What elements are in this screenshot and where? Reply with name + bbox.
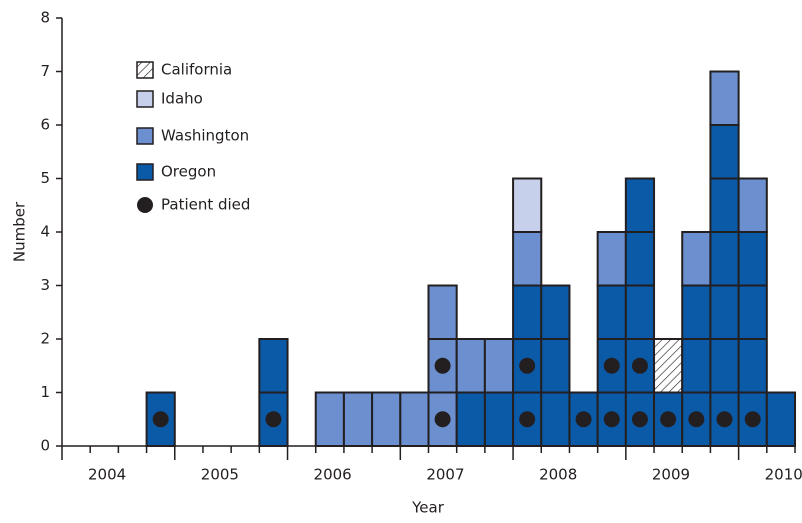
legend-swatch (136, 61, 154, 79)
death-dot (265, 411, 282, 428)
bar-segment (483, 338, 515, 394)
legend-dot (137, 197, 153, 213)
death-dot (716, 411, 733, 428)
y-axis-label: Number (11, 201, 29, 262)
y-tick-label: 6 (40, 116, 50, 134)
x-tick-label: 2009 (652, 466, 690, 484)
death-dot (603, 357, 620, 374)
legend-label: Washington (161, 127, 249, 145)
x-tick-label: 2007 (426, 466, 464, 484)
y-tick-label: 8 (40, 9, 50, 27)
legend-swatch (136, 127, 154, 145)
death-dot (434, 357, 451, 374)
bar-segment (596, 231, 627, 287)
bar-segment (483, 391, 515, 447)
bar-segment (512, 177, 543, 233)
bar-segment (540, 284, 571, 447)
y-tick-label: 5 (40, 169, 50, 187)
bar-segment (512, 231, 543, 287)
death-dot (603, 411, 620, 428)
x-tick-label: 2004 (88, 466, 126, 484)
death-dot (744, 411, 761, 428)
bar-segment (314, 391, 345, 447)
legend-swatch (136, 163, 154, 181)
death-dot (631, 411, 648, 428)
bar-segment (455, 391, 486, 447)
bar-segment (765, 391, 796, 447)
death-dot (575, 411, 592, 428)
bar-segment (624, 177, 656, 447)
legend-swatch (136, 90, 154, 108)
x-tick-label: 2008 (539, 466, 577, 484)
y-tick-label: 0 (40, 437, 50, 455)
legend-label: Patient died (161, 196, 250, 214)
death-dot (152, 411, 169, 428)
x-tick-label: 2010 (765, 466, 802, 484)
x-tick-label: 2006 (314, 466, 352, 484)
death-dot (631, 357, 648, 374)
bar-segment (681, 231, 712, 287)
death-dot (660, 411, 677, 428)
x-axis-label: Year (411, 499, 445, 517)
bar-segment (709, 70, 740, 126)
bar-segment (399, 391, 430, 447)
y-tick-label: 7 (40, 62, 50, 80)
y-tick-label: 4 (40, 223, 50, 241)
legend-label: California (161, 61, 232, 79)
death-dot (519, 411, 536, 428)
legend-label: Oregon (161, 163, 216, 181)
bar-segment (371, 391, 402, 447)
legend-label: Idaho (161, 90, 203, 108)
death-dot (434, 411, 451, 428)
y-tick-label: 1 (40, 383, 50, 401)
bar-segment (342, 391, 374, 447)
x-tick-label: 2005 (201, 466, 239, 484)
death-dot (688, 411, 705, 428)
y-tick-label: 2 (40, 330, 50, 348)
bar-segment (455, 338, 486, 394)
bar-segment (737, 177, 768, 233)
death-dot (519, 357, 536, 374)
y-tick-label: 3 (40, 276, 50, 294)
bar-segment (653, 338, 684, 394)
